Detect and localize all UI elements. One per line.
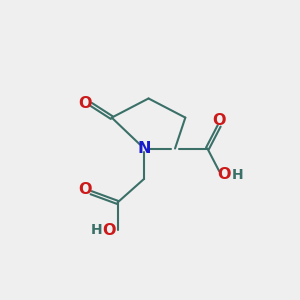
Text: H: H	[232, 168, 243, 182]
Text: O: O	[78, 96, 92, 111]
Text: O: O	[103, 223, 116, 238]
Text: O: O	[212, 113, 225, 128]
Text: H: H	[91, 223, 102, 237]
Text: O: O	[78, 182, 92, 197]
Text: N: N	[137, 141, 151, 156]
Text: O: O	[218, 167, 231, 182]
